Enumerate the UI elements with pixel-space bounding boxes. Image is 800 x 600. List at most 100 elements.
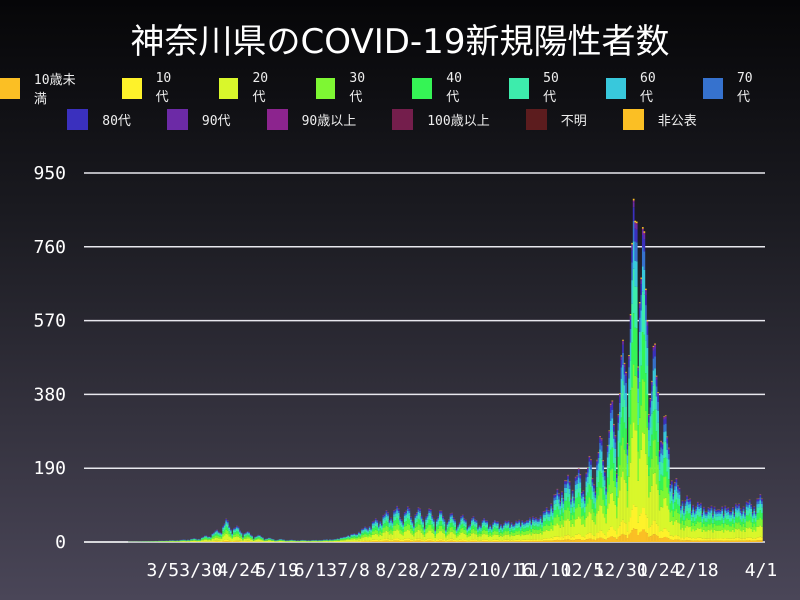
bar-segment [461,540,464,542]
bar-segment [716,520,719,526]
bar-segment [426,538,429,541]
bar-segment [365,534,368,538]
bar-segment [579,474,582,476]
bar-segment [593,503,595,513]
bar-segment [657,536,659,542]
bar-segment [381,535,383,541]
bar-segment [248,538,250,541]
bar-segment [645,514,647,532]
bar-segment [243,537,246,539]
bar-segment [666,443,669,450]
bar-segment [461,515,464,517]
bar-segment [681,501,684,502]
bar-segment [243,536,246,538]
bar-segment [419,512,421,516]
bar-segment [713,511,716,514]
bar-segment [663,537,666,542]
bar-segment [666,505,669,531]
bar-segment [576,476,579,478]
bar-segment [495,522,498,525]
bar-segment [255,539,258,542]
bar-segment [678,505,681,515]
bar-segment [467,531,470,534]
bar-segment [449,527,452,533]
bar-segment [493,521,496,523]
bar-segment [522,523,525,525]
bar-segment [265,540,267,541]
bar-segment [646,464,649,518]
bar-segment [350,536,353,538]
bar-segment [413,530,415,534]
bar-segment [237,528,240,530]
bar-segment [606,492,609,509]
bar-segment [207,539,209,541]
bar-segment [677,487,679,490]
bar-segment [445,535,447,538]
bar-segment [368,531,371,534]
bar-segment [622,407,624,438]
bar-segment [329,541,331,542]
bar-segment [672,499,675,504]
bar-segment [518,522,521,525]
bar-segment [370,528,373,530]
bar-segment [463,521,466,524]
bar-segment [266,540,269,541]
bar-segment [460,516,463,518]
bar-segment [356,537,359,540]
bar-segment [266,540,269,542]
bar-segment [506,525,508,529]
bar-segment [559,520,562,528]
bar-segment [638,302,641,304]
bar-segment [384,540,386,542]
bar-segment [516,531,519,535]
bar-segment [373,541,376,542]
bar-segment [429,525,432,531]
bar-segment [408,509,411,511]
bar-segment [693,521,696,526]
bar-segment [232,529,235,531]
bar-segment [603,539,606,542]
bar-segment [640,310,643,332]
bar-segment [710,523,713,530]
bar-segment [379,534,382,540]
bar-segment [674,539,676,542]
bar-segment [362,541,365,542]
bar-segment [464,524,467,528]
bar-segment [564,492,566,501]
bar-segment [515,523,518,526]
bar-segment [623,449,626,480]
bar-segment [638,303,641,305]
bar-segment [655,377,658,380]
bar-segment [573,498,576,499]
bar-segment [605,498,608,506]
bar-segment [626,449,629,456]
bar-segment [617,430,620,441]
bar-segment [393,540,395,542]
bar-segment [522,531,525,536]
bar-segment [550,522,553,529]
bar-segment [518,534,521,540]
bar-segment [670,484,673,489]
bar-segment [237,540,240,542]
bar-segment [460,528,463,533]
bar-segment [475,524,478,528]
bar-segment [362,531,365,533]
bar-segment [541,524,543,528]
bar-segment [574,519,577,535]
bar-segment [533,529,536,534]
bar-segment [655,386,658,397]
bar-segment [481,541,484,542]
bar-segment [219,540,221,542]
bar-segment [522,524,525,527]
bar-segment [493,524,496,528]
bar-segment [666,437,669,440]
bar-segment [568,539,571,542]
bar-segment [637,367,640,369]
bar-segment [556,536,559,540]
bar-segment [709,512,711,516]
bar-segment [226,539,229,542]
bar-segment [527,530,530,535]
bar-segment [214,531,217,533]
bar-segment [527,534,530,540]
legend-swatch [218,77,239,99]
